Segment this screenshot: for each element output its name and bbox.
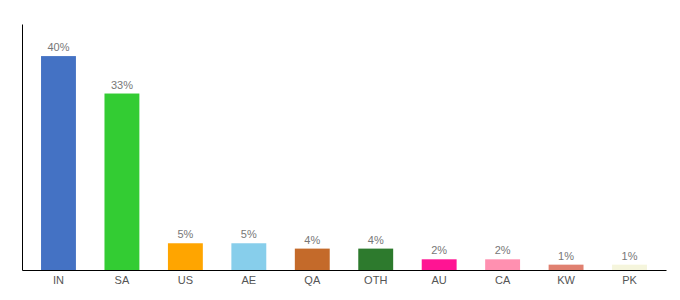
x-tick-label: PK <box>622 274 637 286</box>
bar <box>104 94 139 270</box>
data-label: 5% <box>241 228 257 240</box>
bar <box>41 56 76 270</box>
data-label: 33% <box>111 79 133 91</box>
data-label: 4% <box>304 234 320 246</box>
bar <box>549 265 584 270</box>
x-tick: PK <box>622 274 637 286</box>
x-tick: IN <box>53 274 64 286</box>
x-tick: QA <box>304 274 321 286</box>
x-tick-label: OTH <box>364 274 387 286</box>
x-tick-label: US <box>178 274 193 286</box>
y-axis-line <box>22 25 23 271</box>
data-label: 1% <box>622 250 638 262</box>
x-tick: CA <box>495 274 511 286</box>
plot-area: IN SA US AE QA OTH AU CA KW PK 40% 33% 5% 5% 4% 4% 2% 2% 1… <box>23 25 667 286</box>
x-tick: AE <box>241 274 256 286</box>
chart-svg: IN SA US AE QA OTH AU CA KW PK 40% 33% 5% 5% 4% 4% 2% 2% 1… <box>0 0 680 300</box>
data-label: 2% <box>431 244 447 256</box>
y-axis <box>22 25 23 271</box>
x-tick: OTH <box>364 274 387 286</box>
x-axis: IN SA US AE QA OTH AU CA KW PK <box>23 271 667 286</box>
x-tick-label: IN <box>53 274 64 286</box>
data-labels: 40% 33% 5% 5% 4% 4% 2% 2% 1% 1% <box>47 41 637 262</box>
x-tick-label: CA <box>495 274 511 286</box>
x-tick: SA <box>115 274 130 286</box>
x-tick-label: KW <box>557 274 575 286</box>
data-label: 5% <box>177 228 193 240</box>
bar <box>612 265 647 270</box>
bar <box>485 259 520 270</box>
x-axis-line <box>23 270 667 271</box>
bar <box>231 243 266 270</box>
bar <box>422 259 457 270</box>
data-label: 40% <box>47 41 69 53</box>
x-tick: US <box>178 274 193 286</box>
x-tick-label: AU <box>432 274 447 286</box>
bar <box>168 243 203 270</box>
chart-container: IN SA US AE QA OTH AU CA KW PK 40% 33% 5% 5% 4% 4% 2% 2% 1… <box>0 0 680 300</box>
bar <box>358 249 393 270</box>
data-label: 4% <box>368 234 384 246</box>
x-tick-label: QA <box>304 274 321 286</box>
bars <box>41 56 647 270</box>
x-tick-label: SA <box>115 274 130 286</box>
x-tick-label: AE <box>241 274 256 286</box>
x-tick: KW <box>557 274 575 286</box>
x-tick: AU <box>432 274 447 286</box>
data-label: 2% <box>495 244 511 256</box>
bar <box>295 249 330 270</box>
data-label: 1% <box>558 250 574 262</box>
